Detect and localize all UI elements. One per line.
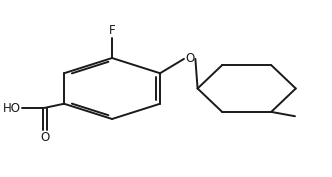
Text: O: O	[185, 52, 194, 64]
Text: HO: HO	[3, 102, 21, 115]
Text: F: F	[109, 24, 116, 37]
Text: O: O	[41, 131, 50, 144]
